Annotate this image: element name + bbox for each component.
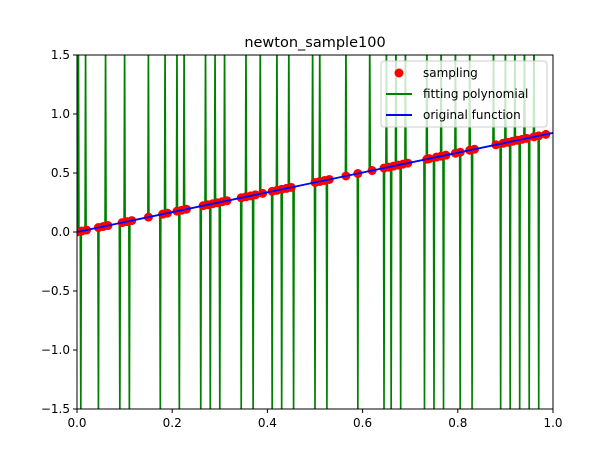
y-tick-label: 1.0 bbox=[51, 107, 70, 121]
x-tick-label: 0.6 bbox=[353, 416, 372, 430]
legend-label-sampling: sampling bbox=[423, 66, 478, 80]
x-tick-label: 0.2 bbox=[163, 416, 182, 430]
y-tick-label: 0.5 bbox=[51, 166, 70, 180]
legend-item-original-function: original function bbox=[386, 108, 521, 122]
y-tick-label: −1.0 bbox=[41, 343, 70, 357]
y-tick-label: 0.0 bbox=[51, 225, 70, 239]
original-function-line bbox=[77, 131, 553, 233]
legend-box bbox=[380, 60, 548, 128]
legend-label-fitting-polynomial: fitting polynomial bbox=[423, 87, 528, 101]
y-axis: −1.5 −1.0 −0.5 0.0 0.5 1.0 1.5 bbox=[41, 48, 77, 416]
y-tick-label: −0.5 bbox=[41, 284, 70, 298]
legend-item-fitting-polynomial: fitting polynomial bbox=[386, 87, 528, 101]
plot-area bbox=[77, 55, 553, 409]
x-tick-label: 0.4 bbox=[258, 416, 277, 430]
legend-marker-sampling bbox=[394, 68, 404, 78]
series-original-function bbox=[77, 131, 553, 233]
legend-label-original-function: original function bbox=[423, 108, 521, 122]
y-tick-label: 1.5 bbox=[51, 48, 70, 62]
legend: sampling fitting polynomial original fun… bbox=[380, 60, 548, 128]
x-axis: 0.0 0.2 0.4 0.6 0.8 1.0 bbox=[67, 409, 563, 430]
x-tick-label: 0.0 bbox=[67, 416, 86, 430]
y-tick-label: −1.5 bbox=[41, 402, 70, 416]
x-tick-label: 0.8 bbox=[448, 416, 467, 430]
legend-item-sampling: sampling bbox=[394, 66, 478, 80]
x-tick-label: 1.0 bbox=[543, 416, 562, 430]
chart-title: newton_sample100 bbox=[244, 35, 385, 51]
